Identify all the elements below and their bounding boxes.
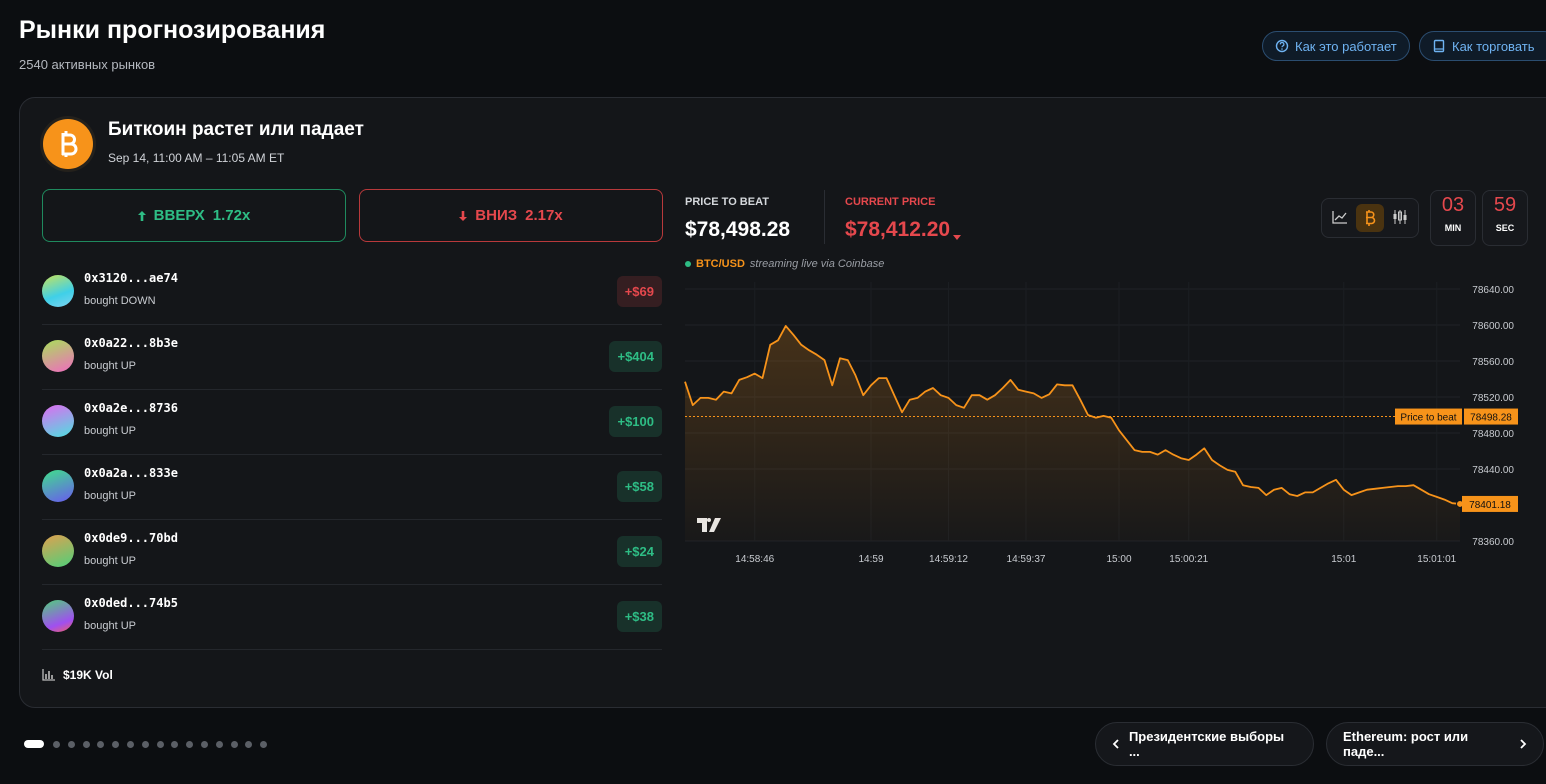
carousel-dot[interactable] <box>127 740 134 748</box>
volume: $19K Vol <box>63 668 113 682</box>
avatar <box>42 405 74 437</box>
trade-address: 0x0ded...74b5 <box>84 596 178 610</box>
current-label: CURRENT PRICE <box>845 196 936 208</box>
trade-row: 0x3120...ae74 bought DOWN +$69 <box>42 259 662 325</box>
help-button-label: Как это работает <box>1295 38 1397 54</box>
down-multiplier: 2.17x <box>525 207 563 224</box>
trade-amount: +$404 <box>609 341 662 372</box>
beat-price: $78,498.28 <box>685 218 791 241</box>
carousel-dot[interactable] <box>97 740 105 748</box>
up-arrow <box>137 210 146 221</box>
prev-market: Президентские выборы ... <box>1128 729 1285 759</box>
avatar <box>42 535 74 567</box>
minutes: 03 <box>1441 194 1465 216</box>
avatar <box>42 275 74 307</box>
carousel-dot[interactable] <box>186 740 194 748</box>
avatar <box>42 600 74 632</box>
avatar <box>42 340 74 372</box>
trade-amount: +$38 <box>616 601 662 632</box>
bitcoin-logo <box>40 116 96 172</box>
chart-mode-toggle <box>1321 198 1419 238</box>
trade-address: 0x0a22...8b3e <box>84 336 178 350</box>
trade-address: 0x0de9...70bd <box>84 531 178 545</box>
trade-row: 0x0ded...74b5 bought UP +$38 <box>42 584 662 650</box>
seconds-label: SEC <box>1495 223 1515 233</box>
trade-action: bought UP <box>84 360 136 372</box>
chevron-left <box>1112 739 1119 749</box>
down-arrow <box>459 210 468 221</box>
page-subtitle: 2540 активных рынков <box>19 57 156 72</box>
page-title: Рынки прогнозирования <box>19 16 326 44</box>
line-mode-icon[interactable] <box>1332 210 1348 224</box>
current-price: $78,412.20 <box>845 218 951 241</box>
buy-down-button[interactable]: ВНИЗ 2.17x <box>359 189 663 242</box>
trade-row: 0x0a2e...8736 bought UP +$100 <box>42 389 662 455</box>
trade-row: 0x0a22...8b3e bought UP +$404 <box>42 324 662 390</box>
down-label: ВНИЗ <box>475 207 518 224</box>
series-name: BTC/USD <box>696 258 745 270</box>
trade-action: bought UP <box>84 620 136 632</box>
bitcoin-mode-icon <box>1366 210 1376 226</box>
trade-amount: +$69 <box>616 276 662 307</box>
live-dot <box>685 261 691 267</box>
carousel-dot[interactable] <box>245 740 253 748</box>
help-icon <box>1275 39 1289 53</box>
up-multiplier: 1.72x <box>212 207 251 224</box>
beat-label: PRICE TO BEAT <box>685 196 769 208</box>
market-title: Биткоин растет или падает <box>108 119 364 140</box>
trade-address: 0x3120...ae74 <box>84 271 178 285</box>
carousel-dot[interactable] <box>171 740 179 748</box>
carousel-dot[interactable] <box>156 740 164 748</box>
carousel-dot-active[interactable] <box>24 740 44 748</box>
carousel-dot[interactable] <box>201 740 208 748</box>
carousel-dot[interactable] <box>141 740 149 748</box>
timer-seconds: 59 SEC <box>1482 190 1528 246</box>
trade-address: 0x0a2e...8736 <box>84 401 178 415</box>
timer-minutes: 03 MIN <box>1430 190 1476 246</box>
trade-amount: +$24 <box>616 536 662 567</box>
next-market-button[interactable]: Ethereum: рост или паде... <box>1326 722 1544 766</box>
chevron-right <box>1520 739 1527 749</box>
trade-row: 0x0a2a...833e bought UP +$58 <box>42 454 662 520</box>
seconds: 59 <box>1493 194 1517 216</box>
carousel-dot[interactable] <box>82 740 90 748</box>
candle-mode-icon[interactable] <box>1392 209 1408 225</box>
bitcoin-mode-button[interactable] <box>1356 204 1384 232</box>
volume-icon <box>42 669 55 681</box>
down-caret <box>953 235 962 240</box>
carousel-dot[interactable] <box>112 740 120 748</box>
buy-up-button[interactable]: ВВЕРХ 1.72x <box>42 189 346 242</box>
avatar <box>42 470 74 502</box>
book-icon <box>1433 39 1445 53</box>
help-button-label: Как торговать <box>1452 38 1535 54</box>
up-label: ВВЕРХ <box>153 207 205 224</box>
prev-market-button[interactable]: Президентские выборы ... <box>1095 722 1314 766</box>
market-time: Sep 14, 11:00 AM – 11:05 AM ET <box>108 151 285 165</box>
next-market: Ethereum: рост или паде... <box>1343 729 1469 759</box>
carousel-dot[interactable] <box>230 740 238 748</box>
carousel-dot[interactable] <box>67 740 75 748</box>
current-price-wrap: $78,412.20 <box>845 218 962 242</box>
minutes-label: MIN <box>1444 223 1462 233</box>
help-button[interactable]: Как торговать <box>1419 31 1546 61</box>
trade-address: 0x0a2a...833e <box>84 466 178 480</box>
divider <box>824 190 825 244</box>
trade-action: bought DOWN <box>84 295 156 307</box>
help-button[interactable]: Как это работает <box>1262 31 1410 61</box>
trade-action: bought UP <box>84 555 136 567</box>
trade-amount: +$100 <box>609 406 662 437</box>
carousel-dot[interactable] <box>260 740 268 748</box>
carousel-dot[interactable] <box>53 740 60 748</box>
carousel-dot[interactable] <box>215 740 223 748</box>
trade-row: 0x0de9...70bd bought UP +$24 <box>42 519 662 585</box>
stream-note: streaming live via Coinbase <box>749 258 885 270</box>
stream-info: BTC/USD streaming live via Coinbase <box>685 258 884 270</box>
trade-action: bought UP <box>84 490 136 502</box>
trade-action: bought UP <box>84 425 136 437</box>
trade-amount: +$58 <box>616 471 662 502</box>
